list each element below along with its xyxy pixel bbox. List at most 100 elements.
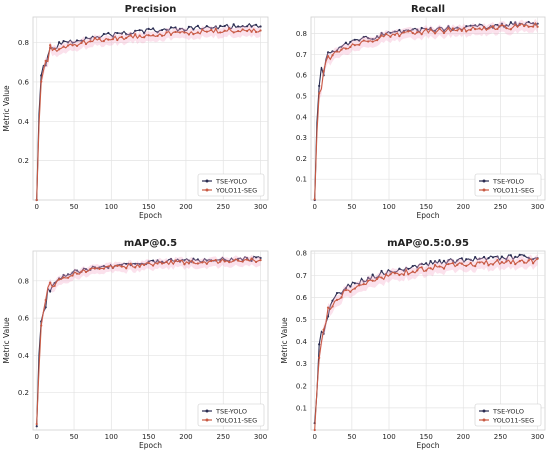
- data-point: [152, 264, 155, 267]
- data-point: [40, 324, 43, 327]
- x-tick-label: 300: [254, 433, 267, 441]
- data-point: [478, 27, 481, 30]
- data-point: [143, 32, 146, 35]
- data-point: [367, 279, 370, 282]
- data-point: [187, 33, 191, 36]
- data-point: [362, 280, 365, 283]
- data-point: [433, 260, 437, 263]
- data-point: [389, 273, 392, 276]
- data-point: [362, 39, 365, 42]
- legend-box: [197, 403, 265, 427]
- data-point: [536, 25, 539, 28]
- data-point: [318, 343, 321, 346]
- data-point: [474, 265, 477, 268]
- data-point: [451, 261, 454, 265]
- data-point: [214, 27, 217, 31]
- data-point: [429, 267, 432, 270]
- data-point: [416, 266, 419, 269]
- data-point: [187, 25, 191, 29]
- y-tick-label: 0.8: [296, 30, 307, 38]
- data-point: [487, 257, 490, 260]
- data-point: [71, 271, 74, 274]
- data-point: [420, 26, 423, 30]
- data-point: [156, 34, 159, 38]
- legend-box: [197, 173, 265, 197]
- data-point: [349, 45, 352, 49]
- x-tick-label: 100: [382, 203, 395, 211]
- data-point: [210, 28, 213, 32]
- data-point: [214, 25, 217, 28]
- y-tick-label: 0.7: [296, 272, 307, 280]
- legend-marker: [205, 188, 209, 192]
- data-point: [402, 273, 405, 276]
- data-point: [335, 50, 339, 53]
- data-point: [496, 259, 499, 262]
- data-point: [246, 258, 249, 261]
- chart-title: Recall: [411, 4, 445, 15]
- data-point: [49, 290, 52, 293]
- data-point: [442, 29, 446, 32]
- data-point: [429, 259, 432, 263]
- x-axis-label: Epoch: [417, 441, 440, 450]
- data-point: [496, 27, 499, 31]
- x-tick-label: 100: [105, 203, 118, 211]
- data-point: [398, 273, 401, 277]
- data-point: [460, 29, 463, 33]
- data-point: [514, 21, 517, 24]
- y-axis-label: Metric Value: [2, 85, 11, 132]
- data-point: [120, 35, 123, 39]
- data-point: [433, 32, 437, 35]
- data-point: [129, 262, 132, 265]
- data-point: [362, 35, 365, 39]
- data-point: [456, 29, 459, 32]
- x-axis-label: Epoch: [139, 211, 162, 220]
- data-point: [125, 262, 128, 266]
- data-point: [246, 29, 249, 33]
- data-point: [465, 25, 468, 28]
- y-tick-label: 0.2: [296, 382, 307, 390]
- data-point: [147, 34, 150, 37]
- data-point: [84, 36, 88, 39]
- data-point: [344, 288, 348, 292]
- data-point: [518, 260, 521, 263]
- data-point: [411, 264, 414, 268]
- legend-marker: [482, 418, 486, 422]
- chart-title: Precision: [125, 4, 177, 15]
- data-point: [340, 292, 343, 295]
- data-point: [102, 39, 105, 43]
- data-point: [384, 273, 388, 276]
- data-point: [129, 32, 132, 35]
- data-point: [71, 44, 74, 47]
- data-point: [380, 34, 383, 37]
- data-point: [376, 35, 379, 38]
- plot-area: [310, 250, 546, 431]
- data-point: [84, 42, 88, 46]
- data-point: [129, 34, 132, 37]
- data-point: [116, 38, 119, 42]
- data-point: [438, 259, 441, 262]
- data-point: [340, 296, 343, 299]
- data-point: [469, 261, 472, 265]
- x-tick-label: 0: [34, 433, 38, 441]
- data-point: [509, 28, 512, 31]
- data-point: [460, 262, 463, 265]
- data-point: [335, 298, 339, 301]
- data-point: [80, 41, 83, 45]
- data-point: [384, 32, 388, 36]
- y-tick-label: 0.6: [296, 72, 308, 80]
- data-point: [344, 41, 348, 44]
- data-point: [353, 44, 356, 47]
- y-tick-label: 0.6: [18, 78, 30, 86]
- x-tick-label: 150: [419, 203, 432, 211]
- plot-area: [32, 16, 269, 201]
- x-tick-label: 250: [494, 203, 507, 211]
- data-point: [367, 37, 370, 40]
- data-point: [411, 270, 414, 273]
- data-point: [143, 263, 146, 267]
- data-point: [460, 257, 463, 260]
- data-point: [152, 34, 155, 37]
- data-point: [174, 259, 177, 262]
- data-point: [165, 260, 168, 263]
- data-point: [232, 259, 235, 262]
- data-point: [210, 259, 213, 263]
